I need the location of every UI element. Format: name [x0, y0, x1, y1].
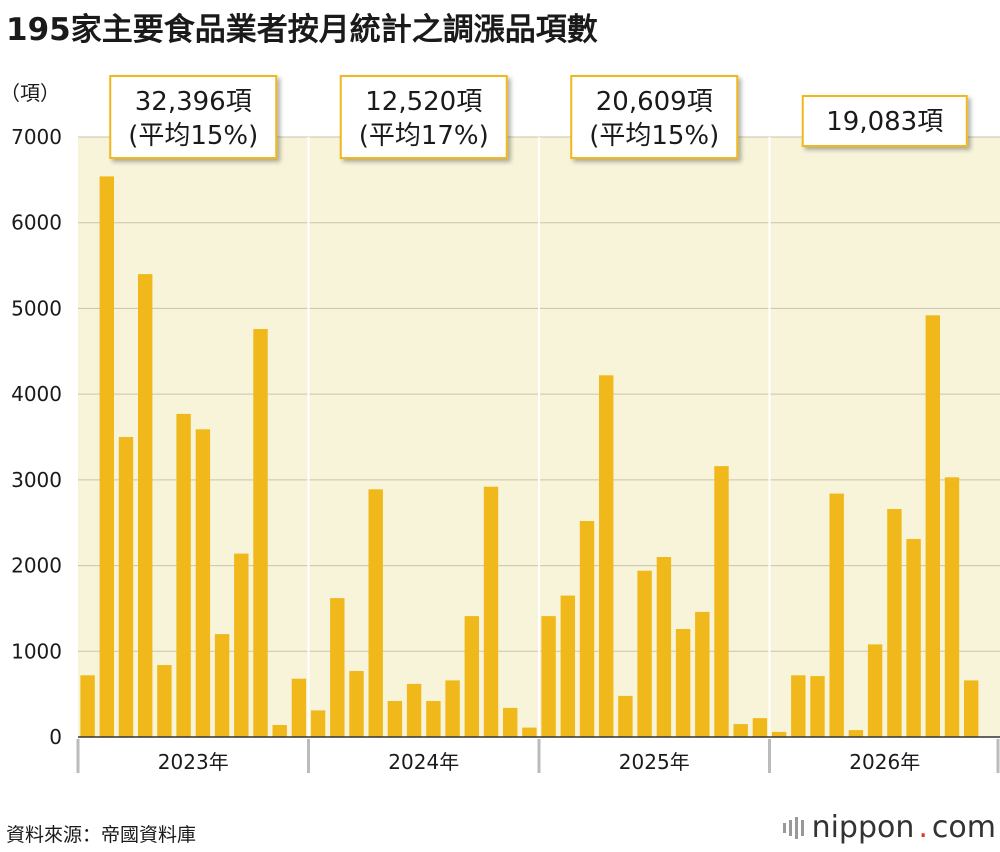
y-tick-label: 1000: [11, 639, 62, 663]
bar: [195, 429, 211, 737]
bar: [675, 629, 691, 737]
bar: [387, 701, 403, 737]
bar: [810, 676, 825, 737]
bar: [99, 176, 114, 737]
bar: [330, 598, 345, 737]
bar: [234, 553, 249, 737]
bar: [118, 437, 134, 737]
y-tick-label: 0: [49, 725, 62, 749]
bar: [752, 718, 768, 737]
bar: [176, 413, 191, 737]
bar: [714, 466, 729, 737]
bar: [214, 634, 230, 737]
bar: [887, 509, 902, 737]
bar: [253, 329, 268, 737]
bar: [791, 675, 806, 737]
nippon-logo: nippon. com: [782, 810, 996, 845]
bar: [503, 707, 518, 737]
y-tick-label: 2000: [11, 554, 62, 578]
y-tick-label: 4000: [11, 382, 62, 406]
callout-total: 32,396項: [135, 87, 252, 117]
callout-total: 12,520項: [365, 87, 482, 117]
logo-bars-icon: [782, 816, 804, 839]
bar: [291, 678, 307, 737]
bar: [138, 274, 153, 737]
bar: [637, 570, 652, 737]
bar: [310, 710, 326, 737]
bar: [733, 724, 748, 737]
bar: [906, 539, 921, 737]
callout-average: (平均15%): [589, 121, 719, 151]
chart-title: 195家主要食品業者按月統計之調漲品項數: [6, 12, 598, 48]
callout-box: [339, 75, 508, 159]
bar: [579, 521, 595, 737]
bar: [618, 695, 633, 737]
bar: [80, 675, 95, 737]
bar: [599, 375, 614, 737]
callout-box: [109, 75, 278, 159]
y-tick-label: 6000: [11, 211, 62, 235]
callout-box: [570, 75, 739, 159]
callout-total: 19,083項: [826, 107, 943, 137]
bar: [406, 683, 422, 737]
callout-total: 20,609項: [596, 87, 713, 117]
year-label: 2024年: [388, 750, 459, 774]
callout-average: (平均15%): [128, 121, 258, 151]
year-label: 2023年: [158, 750, 229, 774]
y-tick-label: 3000: [11, 468, 62, 492]
year-label: 2025年: [619, 750, 690, 774]
bar: [867, 644, 883, 737]
bar: [157, 665, 172, 737]
brand-name: nippon: [811, 810, 915, 845]
bar: [848, 730, 864, 737]
bar: [483, 486, 499, 737]
bar: [925, 315, 940, 737]
y-axis-unit: （項）: [0, 81, 60, 105]
bar: [541, 616, 556, 737]
y-tick-label: 5000: [11, 296, 62, 320]
bar: [964, 680, 979, 737]
bar: [829, 493, 844, 737]
callout-average: (平均17%): [359, 121, 489, 151]
year-label: 2026年: [849, 750, 920, 774]
bar: [464, 616, 479, 737]
source-note: 資料來源：帝國資料庫: [6, 824, 197, 846]
bar: [771, 731, 787, 737]
bar: [272, 725, 287, 737]
bar: [522, 727, 537, 737]
bar: [560, 595, 575, 737]
bar: [349, 671, 364, 737]
bar: [695, 611, 710, 737]
brand-suffix: com: [931, 810, 996, 845]
bar: [944, 477, 960, 737]
bar: [656, 557, 672, 737]
bar: [445, 680, 460, 737]
bar: [368, 489, 383, 737]
bar: [426, 701, 441, 737]
y-tick-label: 7000: [11, 125, 62, 149]
callout-box: [801, 95, 968, 147]
brand-dot: .: [918, 810, 928, 845]
